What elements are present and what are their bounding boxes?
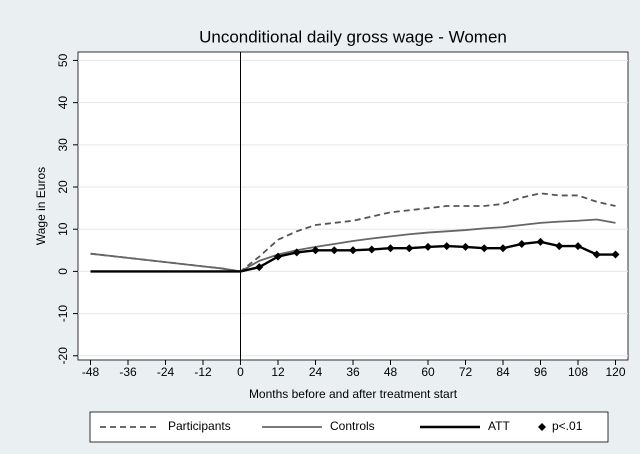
legend-label: ATT: [488, 419, 510, 433]
y-tick-label: 20: [56, 180, 70, 194]
y-tick-label: 0: [56, 268, 70, 275]
legend: [89, 411, 609, 443]
marker: [480, 244, 489, 253]
x-tick-label: -12: [194, 365, 212, 379]
marker: [517, 239, 526, 248]
series-line: [90, 218, 616, 273]
marker: [611, 250, 620, 259]
marker: [592, 250, 601, 259]
x-tick-label: 48: [384, 365, 398, 379]
marker: [330, 246, 339, 255]
chart-title: Unconditional daily gross wage - Women: [199, 27, 507, 46]
series-line: [90, 192, 616, 273]
marker: [499, 244, 507, 253]
y-axis-title: Wage in Euros: [34, 167, 48, 245]
y-tick-label: 50: [56, 53, 70, 67]
x-tick-label: 96: [534, 365, 548, 379]
y-tick-label: 10: [56, 222, 70, 236]
x-tick-label: 24: [309, 365, 323, 379]
legend-marker: [538, 423, 546, 431]
marker: [574, 242, 582, 251]
x-tick-label: 0: [237, 365, 244, 379]
legend-label: Controls: [330, 419, 375, 433]
marker: [424, 242, 432, 251]
marker: [555, 242, 564, 251]
marker: [386, 244, 395, 253]
marker: [461, 242, 470, 251]
x-tick-label: 120: [605, 365, 625, 379]
legend-label: p<.01: [552, 419, 583, 433]
x-axis-title: Months before and after treatment start: [249, 387, 458, 401]
y-tick-label: -10: [56, 305, 70, 323]
x-tick-label: -48: [82, 365, 100, 379]
marker: [442, 242, 451, 251]
x-tick-label: 108: [568, 365, 588, 379]
x-tick-label: 36: [346, 365, 360, 379]
marker: [349, 246, 357, 255]
x-tick-label: 72: [459, 365, 473, 379]
marker: [292, 248, 301, 257]
y-tick-label: 40: [56, 96, 70, 110]
marker: [536, 237, 545, 246]
marker: [311, 246, 320, 255]
x-tick-label: 84: [496, 365, 510, 379]
marker: [274, 252, 282, 261]
x-tick-label: 60: [421, 365, 435, 379]
y-tick-label: -20: [56, 347, 70, 365]
x-tick-label: -36: [119, 365, 137, 379]
y-tick-label: 30: [56, 138, 70, 152]
marker: [367, 245, 376, 254]
x-tick-label: 12: [271, 365, 285, 379]
marker: [255, 263, 264, 272]
plot-area: [77, 51, 629, 361]
x-tick-label: -24: [157, 365, 175, 379]
marker: [405, 244, 414, 253]
legend-label: Participants: [168, 419, 231, 433]
